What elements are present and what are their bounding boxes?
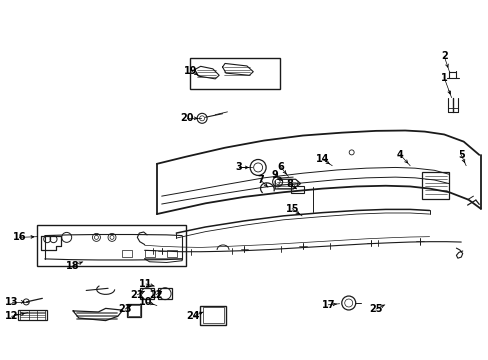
Text: 25: 25 — [368, 304, 382, 314]
Bar — [128, 305, 140, 316]
Bar — [126, 304, 141, 318]
Text: 7: 7 — [257, 175, 264, 185]
Text: 20: 20 — [180, 113, 193, 123]
Text: 14: 14 — [315, 154, 328, 164]
Text: 3: 3 — [235, 162, 242, 172]
Text: 5: 5 — [457, 150, 464, 160]
Text: 10: 10 — [139, 297, 153, 307]
Text: 21: 21 — [130, 290, 144, 300]
Text: 8: 8 — [286, 179, 293, 189]
Text: 15: 15 — [285, 204, 298, 214]
Bar — [422, 172, 448, 199]
Bar — [199, 306, 226, 324]
Bar — [189, 58, 280, 89]
Bar — [202, 307, 223, 323]
Text: 16: 16 — [13, 232, 26, 242]
Text: 11: 11 — [139, 279, 153, 289]
Text: 22: 22 — [149, 290, 163, 300]
Bar — [166, 250, 177, 257]
Bar — [144, 250, 155, 257]
Bar — [290, 186, 304, 193]
Bar — [18, 310, 47, 320]
Text: 23: 23 — [118, 304, 132, 314]
Text: 17: 17 — [321, 300, 334, 310]
Bar — [38, 225, 185, 266]
Text: 4: 4 — [396, 150, 403, 160]
Text: 24: 24 — [186, 311, 200, 321]
Text: 9: 9 — [271, 170, 278, 180]
Bar — [158, 288, 172, 300]
Text: 12: 12 — [5, 311, 19, 321]
Text: 1: 1 — [440, 73, 447, 83]
Bar — [122, 250, 132, 257]
Text: 19: 19 — [184, 66, 197, 76]
Text: 6: 6 — [277, 162, 284, 172]
Text: 18: 18 — [66, 261, 80, 271]
Bar — [140, 288, 154, 300]
Text: 2: 2 — [440, 51, 447, 61]
Text: 13: 13 — [5, 297, 19, 307]
